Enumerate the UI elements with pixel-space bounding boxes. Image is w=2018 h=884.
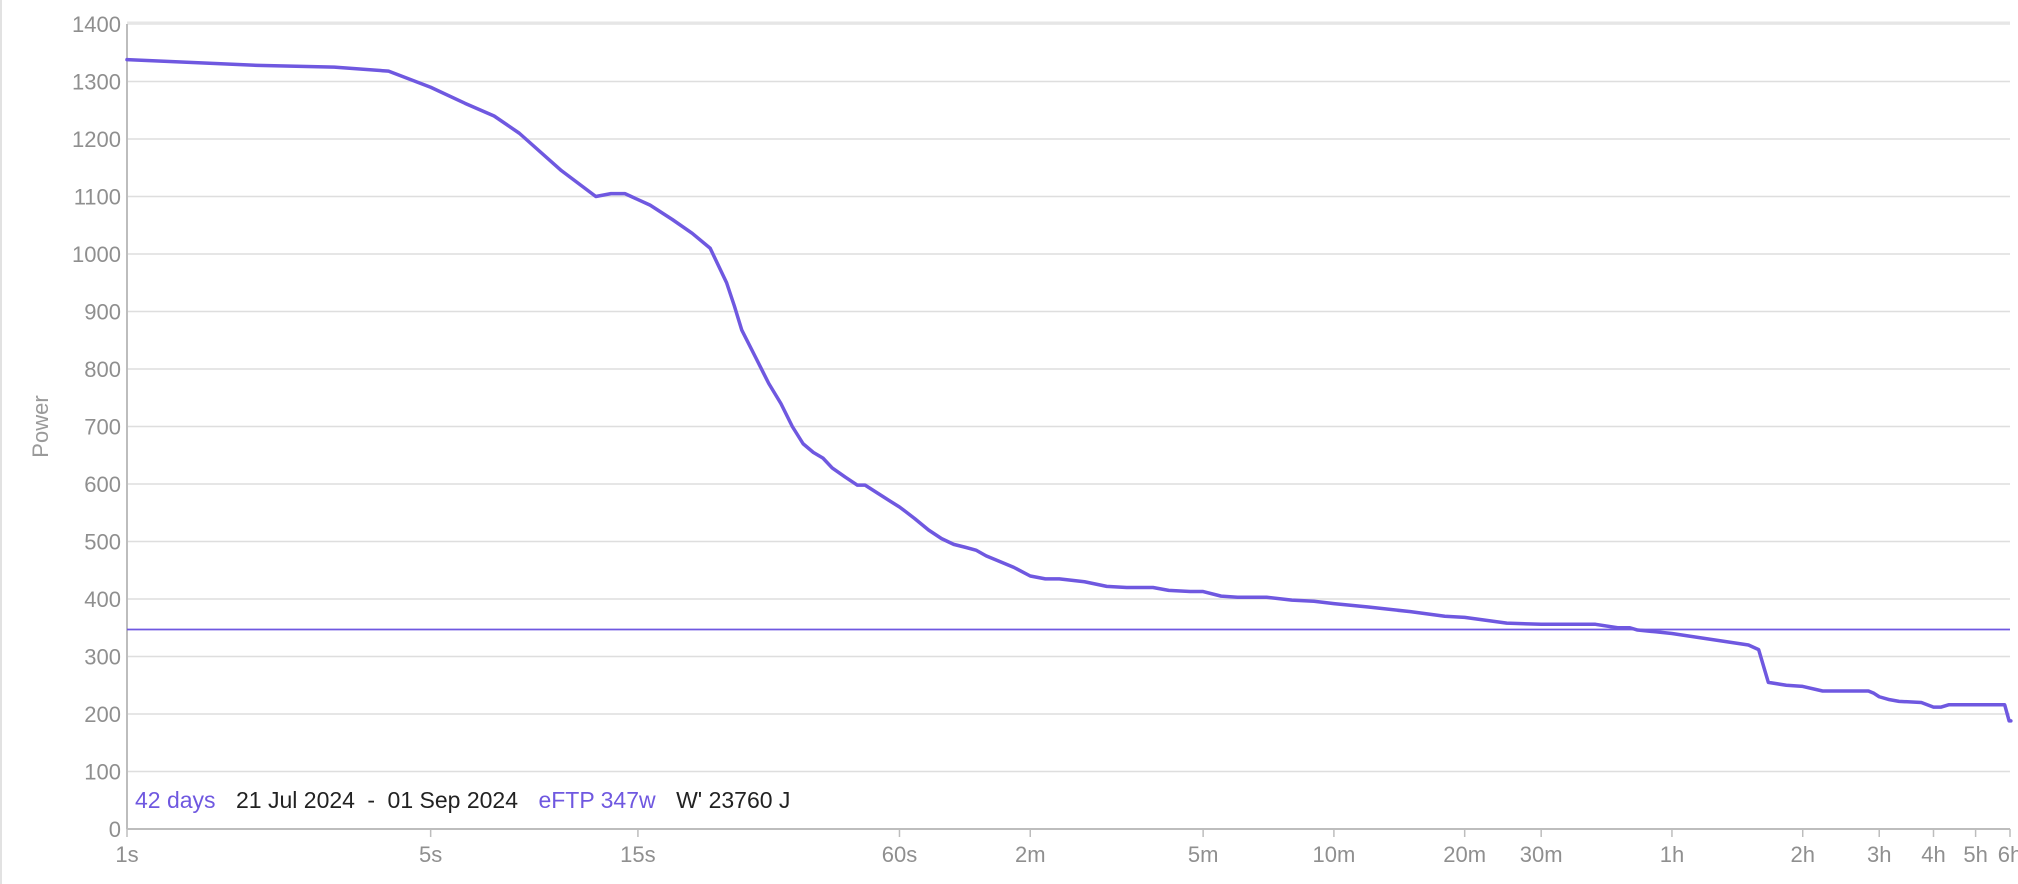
- y-tick-label-1200: 1200: [72, 127, 121, 152]
- x-tick-label-3h: 3h: [1867, 842, 1891, 867]
- x-tick-label-6h: 6h: [1998, 842, 2018, 867]
- x-tick-label-30m: 30m: [1520, 842, 1563, 867]
- gridlines: [127, 21, 2010, 830]
- x-tick-label-20m: 20m: [1443, 842, 1486, 867]
- y-tick-label-1300: 1300: [72, 70, 121, 95]
- eftp-label: eFTP 347w: [538, 787, 656, 813]
- y-tick-label-400: 400: [84, 587, 121, 612]
- y-tick-label-1000: 1000: [72, 242, 121, 267]
- x-tick-label-1s: 1s: [115, 842, 138, 867]
- x-tick-label-1h: 1h: [1660, 842, 1684, 867]
- range-start: 21 Jul 2024: [236, 787, 355, 813]
- x-tick-label-60s: 60s: [882, 842, 917, 867]
- range-separator: -: [367, 787, 375, 813]
- range-end: 01 Sep 2024: [388, 787, 519, 813]
- x-tick-label-10m: 10m: [1313, 842, 1356, 867]
- y-tick-label-500: 500: [84, 530, 121, 555]
- x-tick-label-15s: 15s: [620, 842, 655, 867]
- x-tick-label-5h: 5h: [1963, 842, 1987, 867]
- y-axis-ticks: 0 100 200 300 400 500 600 700 800 900 1000 1100 1200…: [72, 12, 121, 842]
- y-tick-label-900: 900: [84, 300, 121, 325]
- wprime-label: W' 23760 J: [676, 787, 790, 813]
- series-layer: [125, 57, 2013, 723]
- y-tick-label-0: 0: [109, 817, 121, 842]
- y-tick-label-100: 100: [84, 760, 121, 785]
- y-tick-label-1400: 1400: [72, 12, 121, 37]
- y-tick-label-300: 300: [84, 645, 121, 670]
- x-tick-label-4h: 4h: [1921, 842, 1945, 867]
- y-tick-label-600: 600: [84, 472, 121, 497]
- x-tick-label-2h: 2h: [1790, 842, 1814, 867]
- power-curve-series-line: [125, 57, 2013, 723]
- y-axis-title: Power: [28, 395, 53, 457]
- y-tick-label-800: 800: [84, 357, 121, 382]
- y-tick-label-700: 700: [84, 415, 121, 440]
- x-tick-label-2m: 2m: [1015, 842, 1046, 867]
- x-tick-label-5m: 5m: [1188, 842, 1219, 867]
- x-tick-label-5s: 5s: [419, 842, 442, 867]
- info-line: 42 days 21 Jul 2024 - 01 Sep 2024 eFTP 3…: [135, 787, 790, 813]
- days-label: 42 days: [135, 787, 216, 813]
- y-tick-label-1100: 1100: [74, 185, 121, 210]
- x-axis-ticks: 1s 5s 15s 60s 2m 5m 10m 20m 30m 1h 2h 3h 4h 5h 6h: [115, 829, 2018, 867]
- y-tick-label-200: 200: [84, 702, 121, 727]
